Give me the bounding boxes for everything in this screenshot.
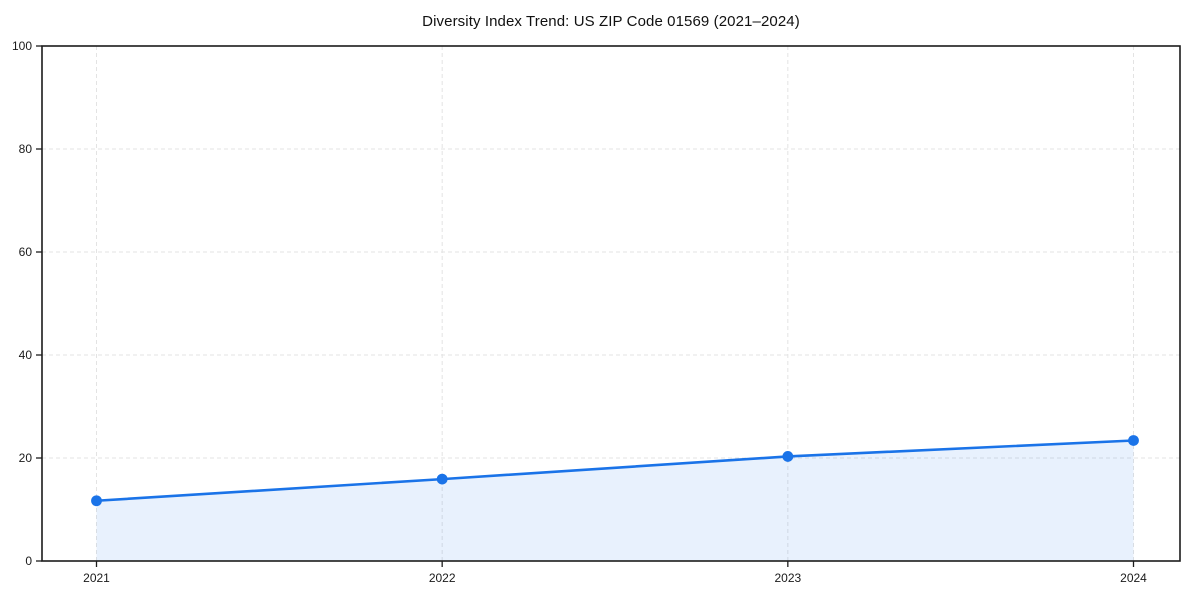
x-tick-label: 2021 [83, 571, 110, 585]
x-tick-label: 2022 [429, 571, 456, 585]
data-points [91, 435, 1139, 507]
y-tick-label: 60 [19, 245, 33, 259]
data-point [91, 495, 102, 507]
series-line [95, 439, 1135, 503]
x-tick-labels: 2021 2022 2023 2024 [83, 571, 1147, 585]
y-tick-marks [36, 45, 42, 562]
y-tick-labels: 0 20 40 60 80 100 [12, 39, 32, 568]
series-area [96, 440, 1134, 561]
y-tick-label: 0 [25, 554, 32, 568]
y-tick-label: 20 [19, 451, 33, 465]
y-tick-label: 40 [19, 348, 33, 362]
plot-spines [41, 45, 1181, 562]
chart-title: Diversity Index Trend: US ZIP Code 01569… [422, 13, 800, 30]
data-point [782, 451, 794, 462]
x-tick-label: 2023 [774, 571, 801, 585]
x-tick-label: 2024 [1120, 571, 1147, 585]
x-tick-marks [95, 561, 1135, 567]
y-tick-label: 80 [19, 142, 33, 156]
y-tick-label: 100 [12, 39, 32, 53]
area-fill [96, 440, 1134, 561]
data-point [1128, 435, 1139, 446]
plot-border [41, 45, 1181, 562]
trend-line [95, 439, 1135, 503]
data-point [436, 473, 448, 485]
y-gridlines [42, 148, 1180, 459]
